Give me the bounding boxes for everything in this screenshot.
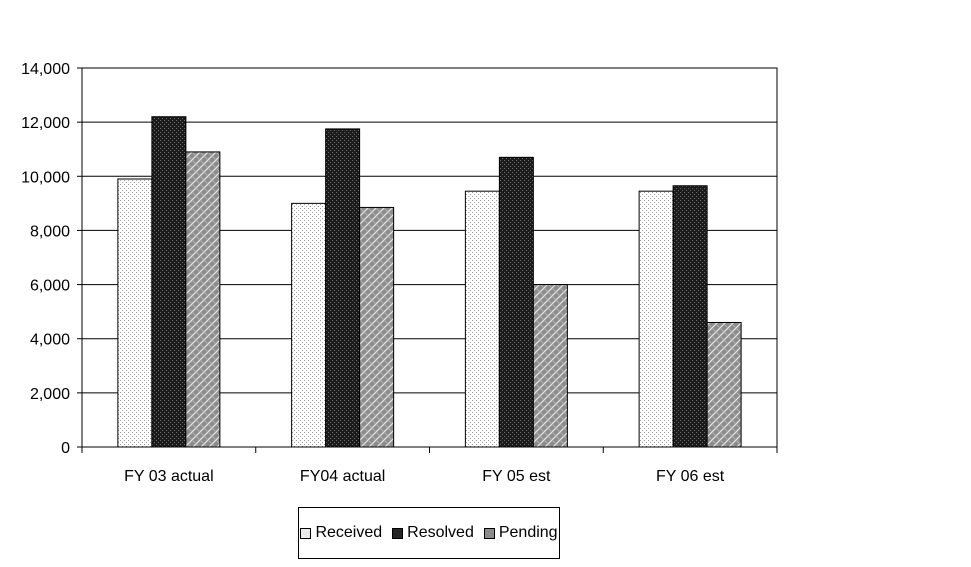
legend-label-pending: Pending bbox=[498, 524, 558, 541]
bar-pending bbox=[532, 284, 568, 448]
bar-resolved bbox=[498, 156, 534, 448]
bar-received bbox=[291, 202, 327, 448]
legend-item-pending: Pending bbox=[483, 524, 558, 542]
legend: Received Resolved Pending bbox=[298, 507, 560, 559]
bars bbox=[117, 116, 742, 448]
legend-label-received: Received bbox=[315, 524, 383, 541]
x-tick-label: FY04 actual bbox=[300, 468, 385, 485]
legend-swatch-received bbox=[300, 527, 312, 539]
x-tick-label: FY 05 est bbox=[482, 468, 551, 485]
bar-resolved bbox=[151, 116, 187, 448]
x-tick-label: FY 03 actual bbox=[124, 468, 214, 485]
axes bbox=[77, 67, 778, 453]
y-tick-label: 4,000 bbox=[30, 332, 70, 349]
legend-item-received: Received bbox=[300, 524, 382, 542]
bar-resolved bbox=[325, 128, 361, 448]
y-tick-label: 12,000 bbox=[21, 115, 70, 132]
legend-label-resolved: Resolved bbox=[407, 524, 474, 541]
bar-pending bbox=[706, 321, 742, 448]
bar-received bbox=[638, 190, 674, 448]
y-tick-label: 2,000 bbox=[30, 386, 70, 403]
x-tick-label: FY 06 est bbox=[656, 468, 725, 485]
legend-swatch-resolved bbox=[392, 527, 404, 539]
bar-received bbox=[464, 190, 500, 448]
y-tick-label: 8,000 bbox=[30, 223, 70, 240]
legend-item-resolved: Resolved bbox=[392, 524, 474, 542]
bar-received bbox=[117, 178, 153, 448]
y-tick-label: 6,000 bbox=[30, 278, 70, 295]
bar-resolved bbox=[672, 185, 708, 448]
axis-labels: 0 2,000 4,000 6,000 8,000 10,000 12,000 14,000 F… bbox=[21, 61, 725, 485]
bar-pending bbox=[359, 206, 395, 448]
legend-swatch-pending bbox=[483, 527, 495, 539]
y-tick-label: 0 bbox=[61, 440, 70, 457]
bar-pending bbox=[185, 151, 221, 448]
y-tick-label: 10,000 bbox=[21, 169, 70, 186]
y-tick-label: 14,000 bbox=[21, 61, 70, 78]
